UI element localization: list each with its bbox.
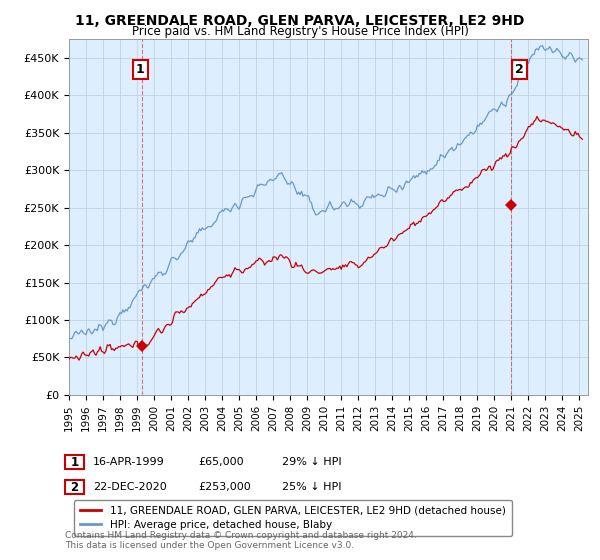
Text: 1: 1 <box>136 63 145 76</box>
Text: 25% ↓ HPI: 25% ↓ HPI <box>282 482 341 492</box>
Text: 2: 2 <box>70 480 79 494</box>
Text: £253,000: £253,000 <box>198 482 251 492</box>
Text: 22-DEC-2020: 22-DEC-2020 <box>93 482 167 492</box>
Text: 16-APR-1999: 16-APR-1999 <box>93 457 165 467</box>
Text: 2: 2 <box>515 63 524 76</box>
Text: Contains HM Land Registry data © Crown copyright and database right 2024.
This d: Contains HM Land Registry data © Crown c… <box>65 530 416 550</box>
Text: 29% ↓ HPI: 29% ↓ HPI <box>282 457 341 467</box>
Text: 11, GREENDALE ROAD, GLEN PARVA, LEICESTER, LE2 9HD: 11, GREENDALE ROAD, GLEN PARVA, LEICESTE… <box>76 14 524 28</box>
Text: 1: 1 <box>70 455 79 469</box>
Text: Price paid vs. HM Land Registry's House Price Index (HPI): Price paid vs. HM Land Registry's House … <box>131 25 469 38</box>
Legend: 11, GREENDALE ROAD, GLEN PARVA, LEICESTER, LE2 9HD (detached house), HPI: Averag: 11, GREENDALE ROAD, GLEN PARVA, LEICESTE… <box>74 500 512 536</box>
Text: £65,000: £65,000 <box>198 457 244 467</box>
